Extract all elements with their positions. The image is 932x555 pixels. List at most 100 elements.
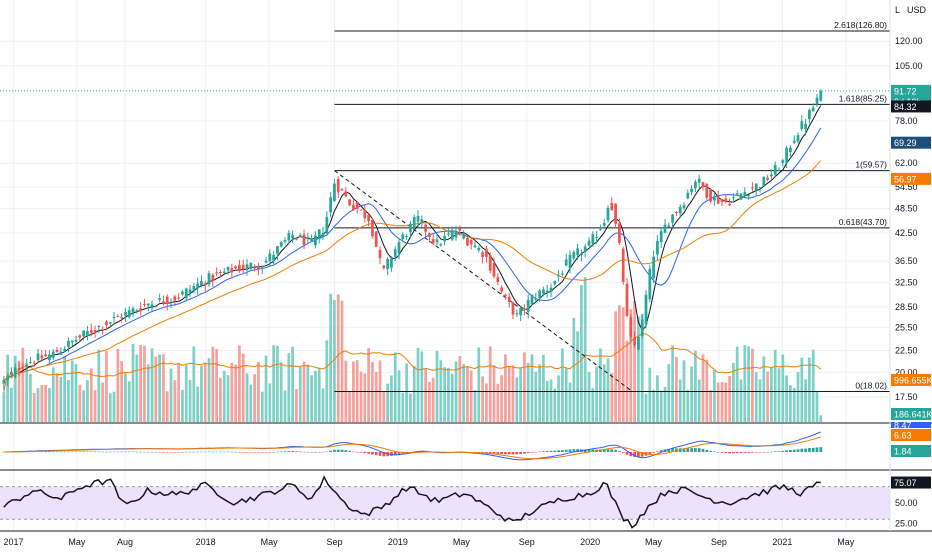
candlestick[interactable] <box>466 235 469 247</box>
candlestick[interactable] <box>675 211 678 217</box>
candlestick[interactable] <box>507 292 511 308</box>
candlestick[interactable] <box>105 320 108 331</box>
candlestick[interactable] <box>428 232 431 243</box>
candlestick[interactable] <box>215 267 219 277</box>
candlestick[interactable] <box>580 249 583 262</box>
candlestick[interactable] <box>477 245 481 253</box>
candlestick[interactable] <box>287 230 291 245</box>
currency-label[interactable]: USD <box>907 5 927 15</box>
candlestick[interactable] <box>640 314 644 339</box>
candlestick[interactable] <box>625 277 629 318</box>
candlestick[interactable] <box>177 292 181 303</box>
candlestick[interactable] <box>219 269 222 278</box>
time-tick-label[interactable]: 2019 <box>388 537 408 547</box>
candlestick[interactable] <box>808 108 811 124</box>
candlestick[interactable] <box>599 224 602 231</box>
candlestick[interactable] <box>804 118 807 136</box>
candlestick[interactable] <box>108 322 112 326</box>
candlestick[interactable] <box>97 325 101 334</box>
candlestick[interactable] <box>785 145 788 169</box>
candlestick[interactable] <box>504 293 507 300</box>
time-tick-label[interactable]: 2017 <box>3 537 23 547</box>
candlestick[interactable] <box>545 284 549 298</box>
candlestick[interactable] <box>789 145 792 157</box>
candlestick[interactable] <box>146 302 150 312</box>
candlestick[interactable] <box>686 189 690 200</box>
candlestick[interactable] <box>652 250 655 283</box>
candlestick[interactable] <box>682 202 686 210</box>
candlestick[interactable] <box>2 376 6 391</box>
time-tick-label[interactable]: Sep <box>711 537 727 547</box>
candlestick[interactable] <box>667 222 671 228</box>
candlestick[interactable] <box>241 259 245 274</box>
time-tick-label[interactable]: May <box>68 537 86 547</box>
candlestick[interactable] <box>549 283 553 298</box>
candlestick[interactable] <box>770 169 773 179</box>
candlestick[interactable] <box>644 290 648 329</box>
candlestick[interactable] <box>751 182 754 192</box>
candlestick[interactable] <box>333 178 336 202</box>
candlestick[interactable] <box>298 232 302 238</box>
candlestick[interactable] <box>78 334 82 341</box>
candlestick[interactable] <box>127 306 131 319</box>
candlestick[interactable] <box>340 188 344 191</box>
candlestick[interactable] <box>70 340 74 346</box>
candlestick[interactable] <box>564 253 568 266</box>
candlestick[interactable] <box>32 360 36 368</box>
candlestick[interactable] <box>249 262 253 270</box>
candlestick[interactable] <box>591 231 595 247</box>
candlestick[interactable] <box>568 250 572 274</box>
candlestick[interactable] <box>276 245 279 261</box>
candlestick[interactable] <box>576 243 579 260</box>
candlestick[interactable] <box>716 190 720 205</box>
candlestick[interactable] <box>488 252 492 274</box>
candlestick[interactable] <box>450 226 454 242</box>
candlestick[interactable] <box>614 203 617 228</box>
candlestick[interactable] <box>234 265 237 270</box>
candlestick[interactable] <box>416 210 420 228</box>
price-tick-label[interactable]: 17.50 <box>895 392 918 402</box>
candlestick[interactable] <box>431 234 435 246</box>
candlestick[interactable] <box>211 272 215 287</box>
price-tick-label[interactable]: 22.50 <box>895 346 918 356</box>
candlestick[interactable] <box>534 292 538 302</box>
candlestick[interactable] <box>773 161 777 177</box>
candlestick[interactable] <box>359 209 363 211</box>
candlestick[interactable] <box>222 268 226 274</box>
candlestick[interactable] <box>131 306 135 318</box>
candlestick[interactable] <box>796 132 800 144</box>
candlesticks[interactable] <box>2 88 823 391</box>
candlestick[interactable] <box>602 219 606 229</box>
candlestick[interactable] <box>633 331 636 348</box>
candlestick[interactable] <box>382 264 386 270</box>
candlestick[interactable] <box>13 363 17 379</box>
time-tick-label[interactable]: Aug <box>117 537 133 547</box>
candlestick[interactable] <box>709 188 712 204</box>
candlestick[interactable] <box>618 218 621 245</box>
price-tick-label[interactable]: 20.00 <box>895 367 918 377</box>
candlestick[interactable] <box>192 283 196 294</box>
candlestick[interactable] <box>264 257 268 264</box>
candlestick[interactable] <box>515 309 519 317</box>
candlestick[interactable] <box>572 249 576 261</box>
price-tick-label[interactable]: 54.50 <box>895 182 918 192</box>
candlestick[interactable] <box>500 285 503 294</box>
candlestick[interactable] <box>766 174 769 182</box>
candlestick[interactable] <box>485 245 488 263</box>
candlestick[interactable] <box>553 280 557 286</box>
candlestick[interactable] <box>6 374 10 386</box>
candlestick[interactable] <box>469 236 473 250</box>
candlestick[interactable] <box>238 259 241 273</box>
candlestick[interactable] <box>86 325 89 341</box>
candlestick[interactable] <box>226 266 230 275</box>
candlestick[interactable] <box>89 323 93 337</box>
rsi-tick-label[interactable]: 50.00 <box>895 498 918 508</box>
price-tick-label[interactable]: 42.50 <box>895 228 918 238</box>
candlestick[interactable] <box>397 238 401 260</box>
candlestick[interactable] <box>116 314 120 318</box>
candlestick[interactable] <box>44 349 48 357</box>
candlestick[interactable] <box>621 246 625 285</box>
candlestick[interactable] <box>306 232 310 244</box>
candlestick[interactable] <box>230 263 234 279</box>
